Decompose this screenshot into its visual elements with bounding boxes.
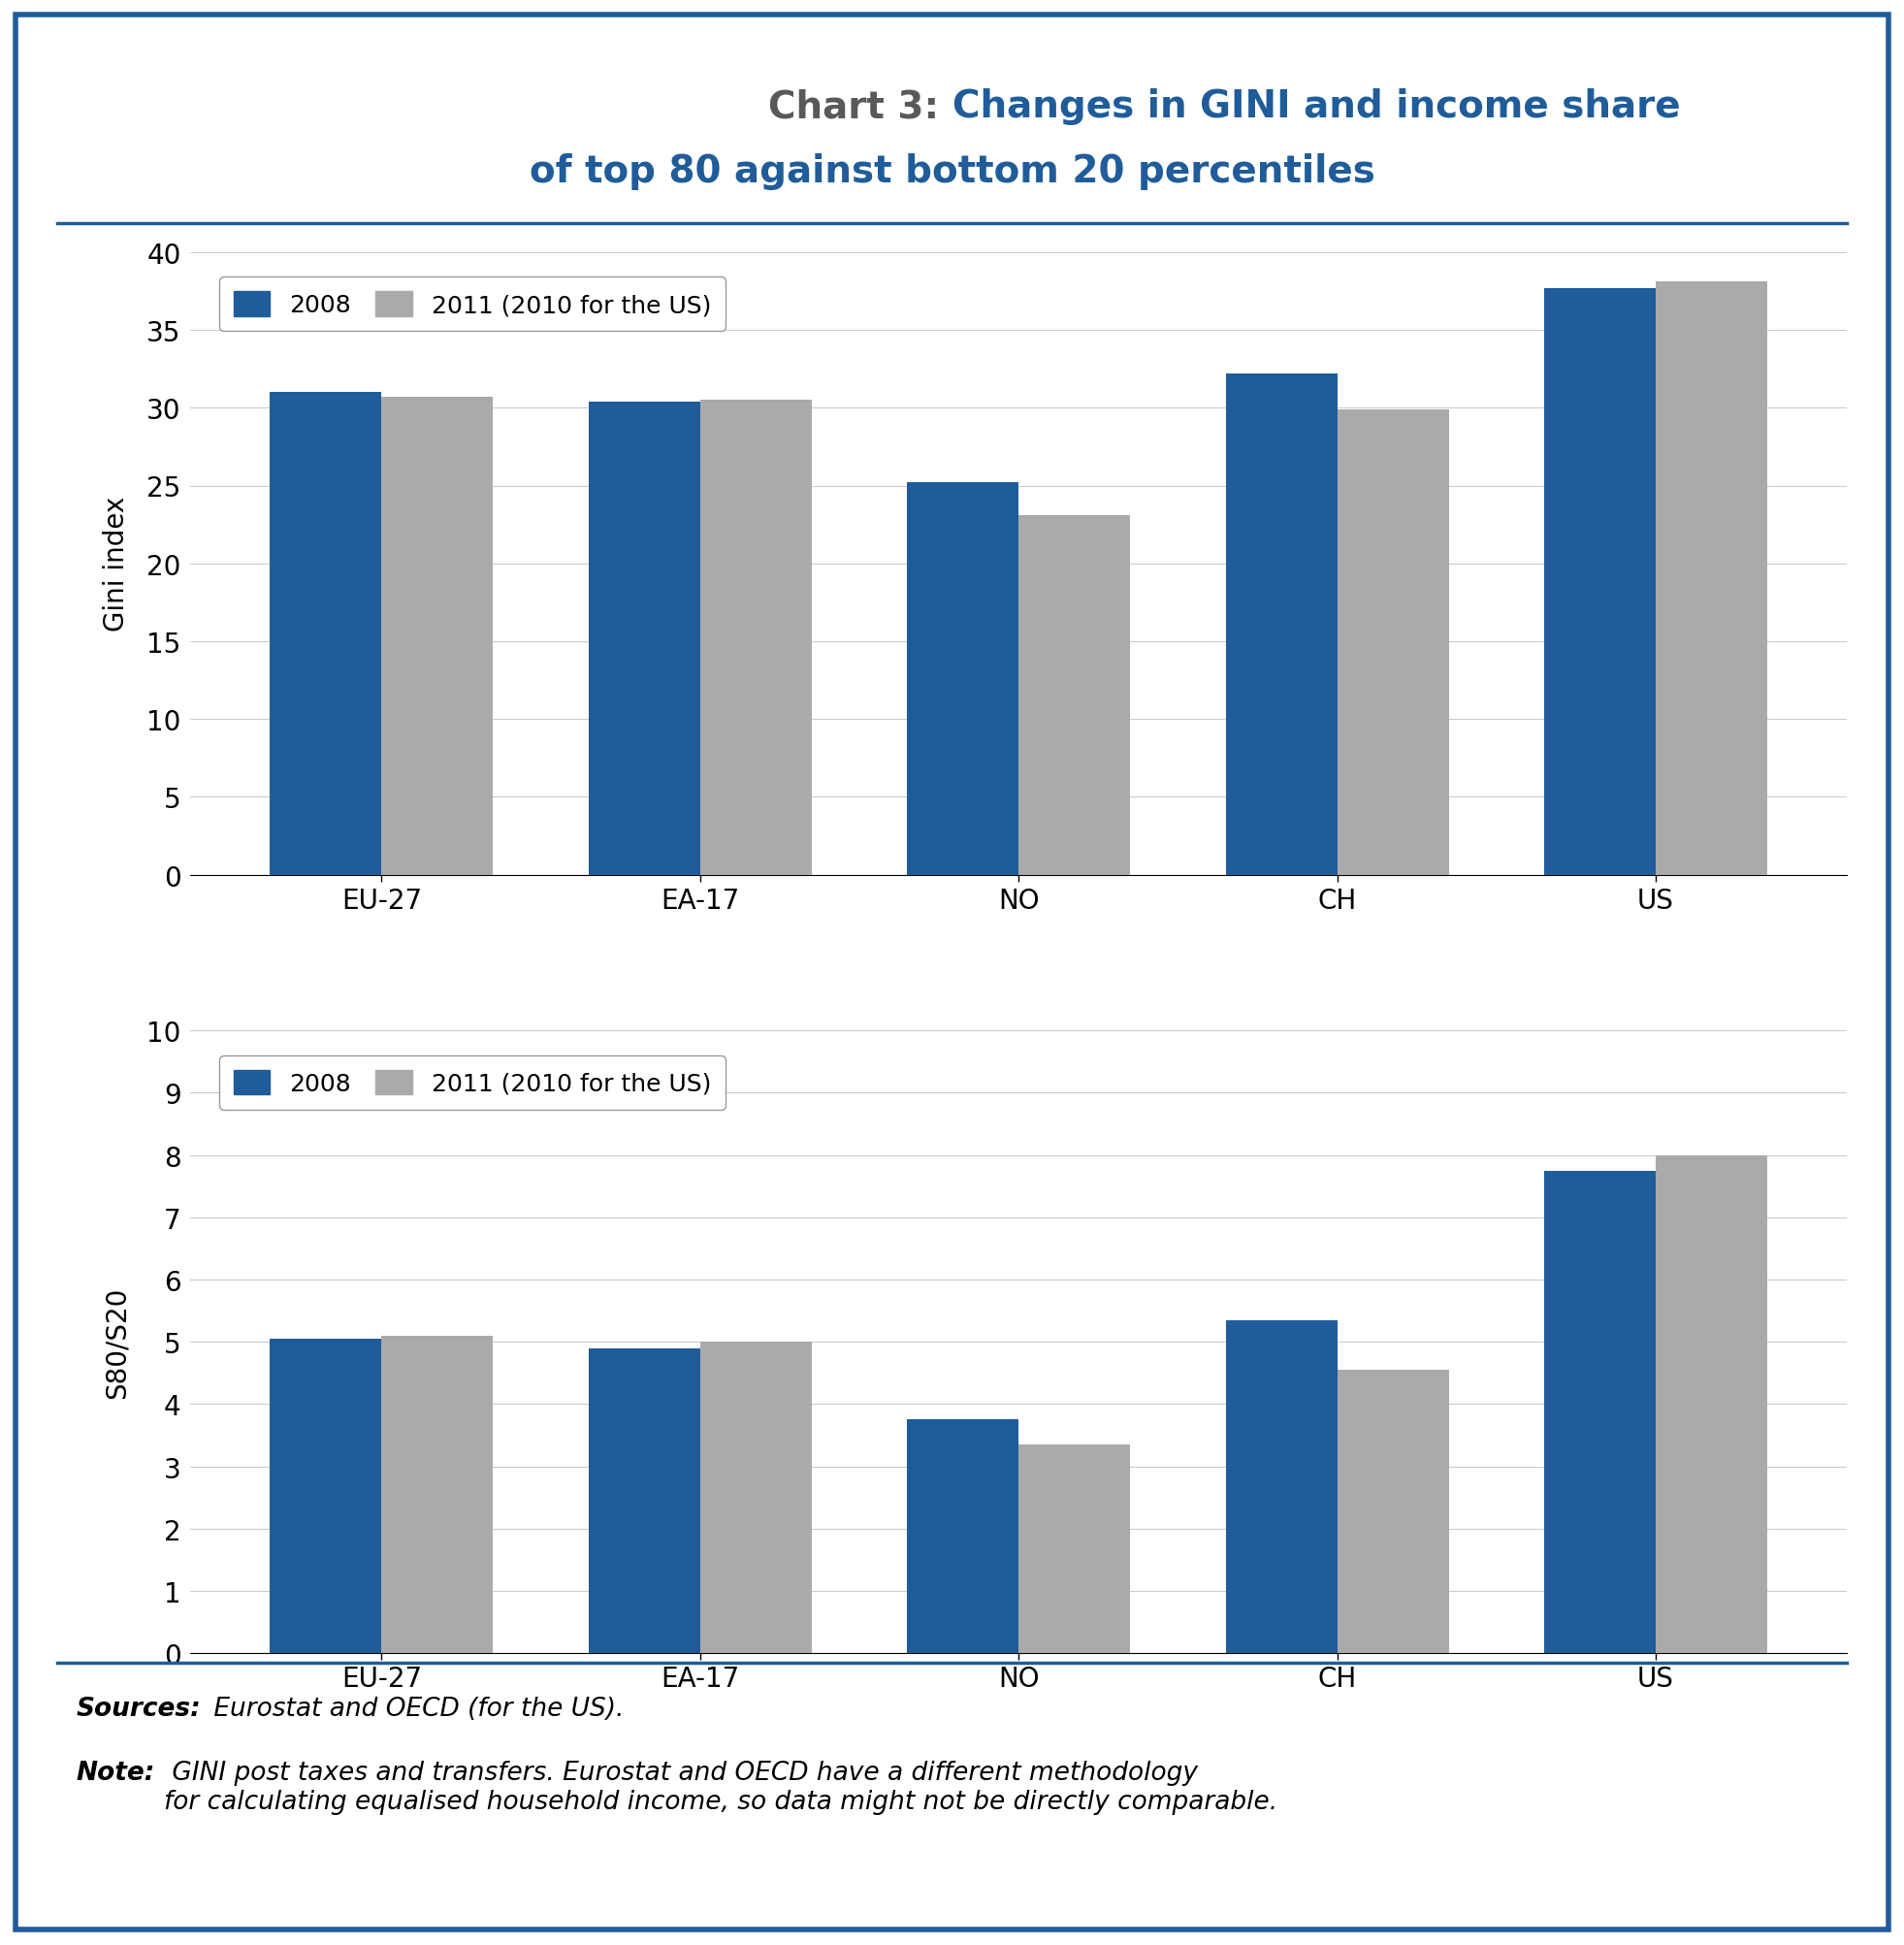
Text: Sources:: Sources: (76, 1696, 202, 1721)
Bar (1337, 410, 1449, 875)
Bar (701, 401, 811, 875)
Bar (1656, 1155, 1767, 1653)
Bar (381, 397, 493, 875)
Bar (906, 1420, 1019, 1653)
Bar (906, 482, 1019, 875)
Bar (1019, 1445, 1131, 1653)
Bar (1337, 1369, 1449, 1653)
Text: Chart 3:: Chart 3: (767, 89, 952, 124)
Bar (270, 1338, 381, 1653)
Text: GINI post taxes and transfers. Eurostat and OECD have a different methodology
fo: GINI post taxes and transfers. Eurostat … (164, 1760, 1278, 1815)
Y-axis label: S80/S20: S80/S20 (103, 1286, 131, 1398)
Text: Note:: Note: (76, 1760, 154, 1786)
Text: of top 80 against bottom 20 percentiles: of top 80 against bottom 20 percentiles (529, 154, 1375, 189)
Bar (1656, 282, 1767, 875)
Bar (701, 1342, 811, 1653)
Legend: 2008, 2011 (2010 for the US): 2008, 2011 (2010 for the US) (219, 278, 725, 333)
Bar (588, 403, 701, 875)
Bar (1226, 373, 1337, 875)
Bar (1226, 1321, 1337, 1653)
Text: Eurostat and OECD (for the US).: Eurostat and OECD (for the US). (206, 1696, 625, 1721)
Bar (1019, 515, 1131, 875)
Bar (588, 1348, 701, 1653)
Bar (270, 393, 381, 875)
Bar (1544, 288, 1656, 875)
Text: Changes in GINI and income share: Changes in GINI and income share (952, 89, 1679, 124)
Legend: 2008, 2011 (2010 for the US): 2008, 2011 (2010 for the US) (219, 1056, 725, 1111)
Bar (381, 1336, 493, 1653)
Y-axis label: Gini index: Gini index (103, 496, 129, 632)
Bar (1544, 1171, 1656, 1653)
